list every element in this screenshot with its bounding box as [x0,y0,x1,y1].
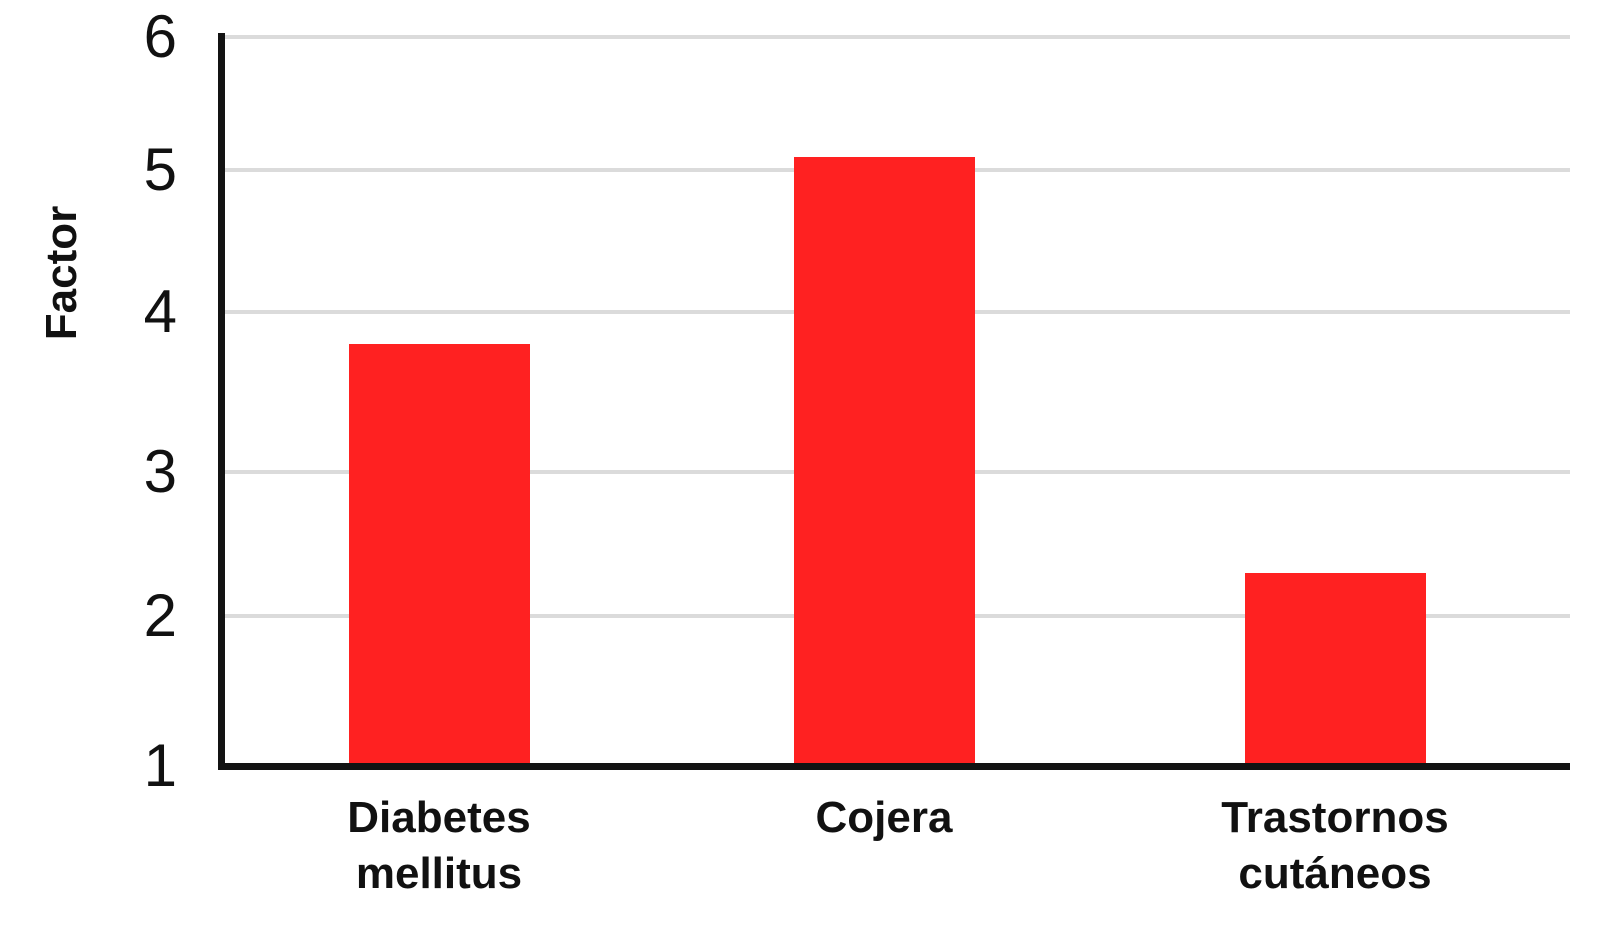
y-tick-label-4: 4 [143,278,177,345]
y-axis-line [218,33,225,770]
x-category-label-1: Diabetes mellitus [347,793,531,898]
y-tick-label-6: 6 [143,3,177,70]
bar-1 [348,344,530,766]
bar-3 [1244,572,1426,766]
bar-2 [793,156,975,766]
y-tick-label-1: 1 [143,732,177,799]
x-category-label-2: Cojera [815,793,953,842]
gridline-y6 [222,35,1570,39]
x-category-label-3: Trastornos cutáneos [1221,793,1449,898]
y-tick-label-3: 3 [143,438,177,505]
y-tick-label-5: 5 [143,136,177,203]
x-axis-line [218,763,1570,770]
y-tick-label-2: 2 [143,582,177,649]
